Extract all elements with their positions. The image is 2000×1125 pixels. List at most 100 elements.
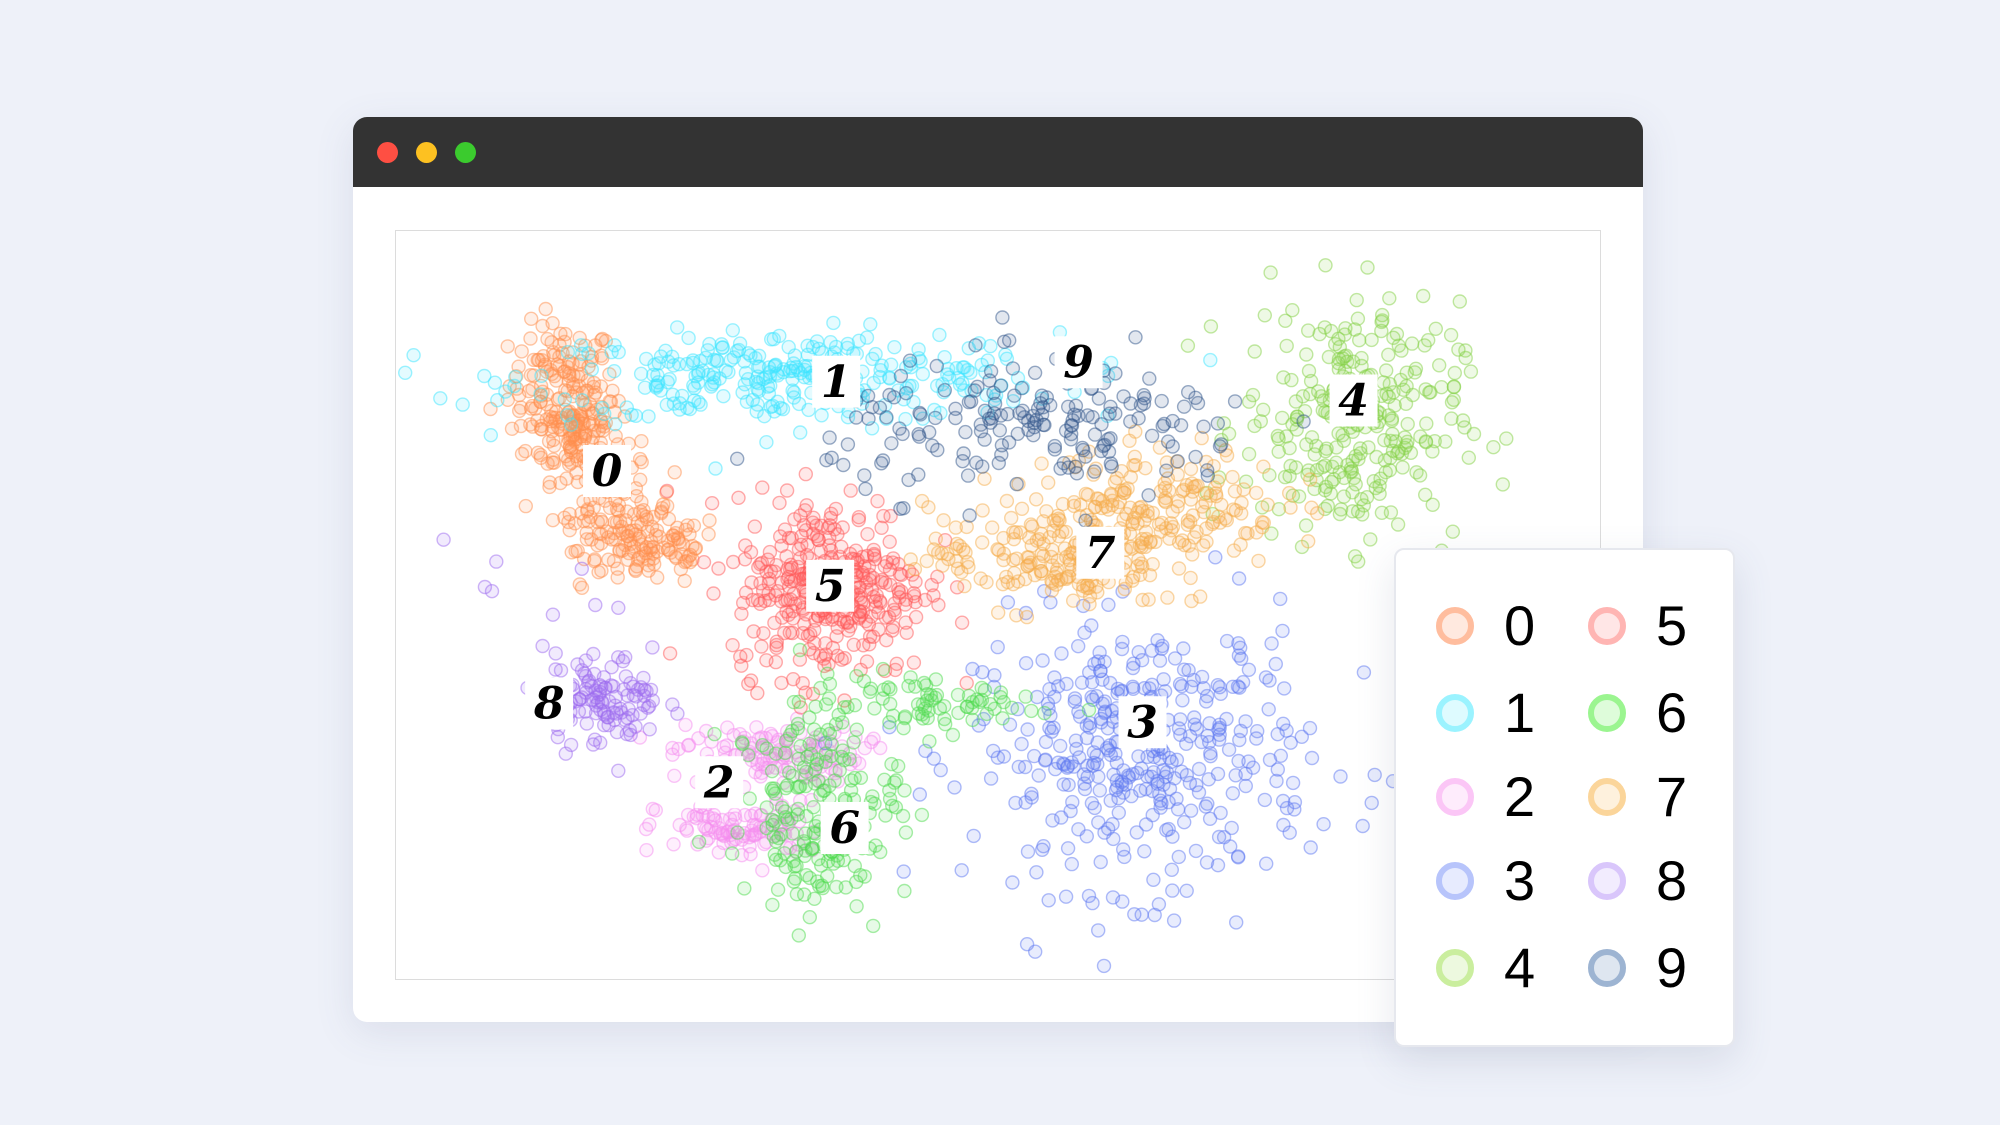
data-point [932, 327, 947, 343]
legend: 0 1 2 3 4 5 6 7 8 9 [1394, 548, 1735, 1047]
data-point [1180, 517, 1195, 532]
data-point [960, 555, 975, 570]
data-point [634, 433, 649, 449]
data-point [1107, 474, 1123, 490]
data-point [1260, 497, 1275, 512]
data-point [1073, 497, 1088, 512]
data-point [738, 538, 753, 553]
data-point [665, 697, 680, 712]
data-point [860, 388, 876, 404]
data-point [791, 694, 806, 709]
data-point [759, 800, 774, 815]
data-point [759, 434, 774, 450]
data-point [1151, 897, 1167, 912]
data-point [1009, 608, 1024, 623]
data-point [645, 640, 660, 655]
data-point [1214, 437, 1229, 452]
data-point [715, 340, 730, 355]
data-point [674, 547, 689, 562]
data-point [586, 646, 601, 662]
minimize-button[interactable] [416, 142, 437, 163]
data-point [1336, 489, 1352, 504]
maximize-button[interactable] [455, 142, 476, 163]
data-point [897, 883, 912, 899]
data-point [987, 668, 1002, 683]
data-point [1187, 530, 1202, 545]
data-point [849, 874, 864, 890]
data-point [801, 402, 816, 418]
data-point [1394, 343, 1409, 358]
data-point [1054, 646, 1069, 661]
data-point [1241, 446, 1257, 462]
data-point [1199, 534, 1214, 549]
data-point [535, 638, 550, 654]
data-point [883, 696, 898, 712]
close-button[interactable] [377, 142, 398, 163]
data-point [1079, 829, 1094, 844]
data-point [1276, 817, 1291, 833]
data-point [1285, 775, 1301, 791]
data-point [731, 490, 746, 505]
data-point [737, 881, 752, 896]
data-point [1418, 434, 1434, 450]
data-point [893, 368, 909, 384]
data-point [866, 375, 881, 391]
data-point [737, 807, 753, 823]
data-point [1318, 479, 1334, 495]
data-point [535, 318, 550, 334]
data-point [553, 326, 568, 342]
data-point [649, 380, 664, 395]
data-point [708, 461, 723, 476]
data-point [814, 878, 830, 893]
data-point [1231, 571, 1247, 586]
data-point [1174, 679, 1189, 694]
data-point [1101, 597, 1116, 612]
data-point [914, 807, 930, 823]
data-point [1251, 553, 1266, 569]
data-point [659, 483, 675, 499]
data-point [1428, 321, 1444, 337]
data-point [856, 638, 871, 653]
data-point [1257, 308, 1272, 323]
data-point [1183, 803, 1199, 818]
data-point [1053, 461, 1068, 476]
data-point [1128, 330, 1143, 345]
data-point [947, 780, 962, 795]
data-point [611, 763, 626, 778]
data-point [990, 639, 1005, 655]
data-point [1084, 618, 1099, 633]
data-point [1170, 454, 1185, 469]
data-point [1317, 320, 1332, 335]
data-point [862, 572, 878, 588]
data-point [1138, 460, 1153, 476]
legend-label: 6 [1656, 681, 1688, 744]
data-point [1131, 411, 1146, 426]
data-point [540, 331, 555, 347]
data-point [518, 498, 534, 514]
data-point [606, 363, 622, 379]
data-point [879, 633, 894, 648]
data-point [912, 429, 927, 444]
data-point [861, 559, 877, 574]
data-point [828, 763, 843, 778]
data-point [1101, 444, 1117, 460]
data-point [822, 676, 838, 692]
data-point [1104, 459, 1119, 474]
data-point [1031, 768, 1046, 783]
data-point [759, 653, 774, 668]
data-point [979, 575, 994, 590]
data-point [574, 346, 590, 362]
data-point [1191, 761, 1207, 777]
data-point [1221, 742, 1237, 757]
data-point [1029, 865, 1044, 880]
legend-label: 2 [1504, 765, 1536, 828]
data-point [991, 605, 1006, 620]
data-point [1144, 428, 1160, 444]
data-point [610, 570, 625, 585]
legend-swatch [1436, 778, 1474, 816]
data-point [712, 371, 727, 386]
data-point [662, 371, 677, 387]
data-point [546, 438, 562, 454]
data-point [1123, 469, 1138, 485]
data-point [1180, 338, 1196, 353]
